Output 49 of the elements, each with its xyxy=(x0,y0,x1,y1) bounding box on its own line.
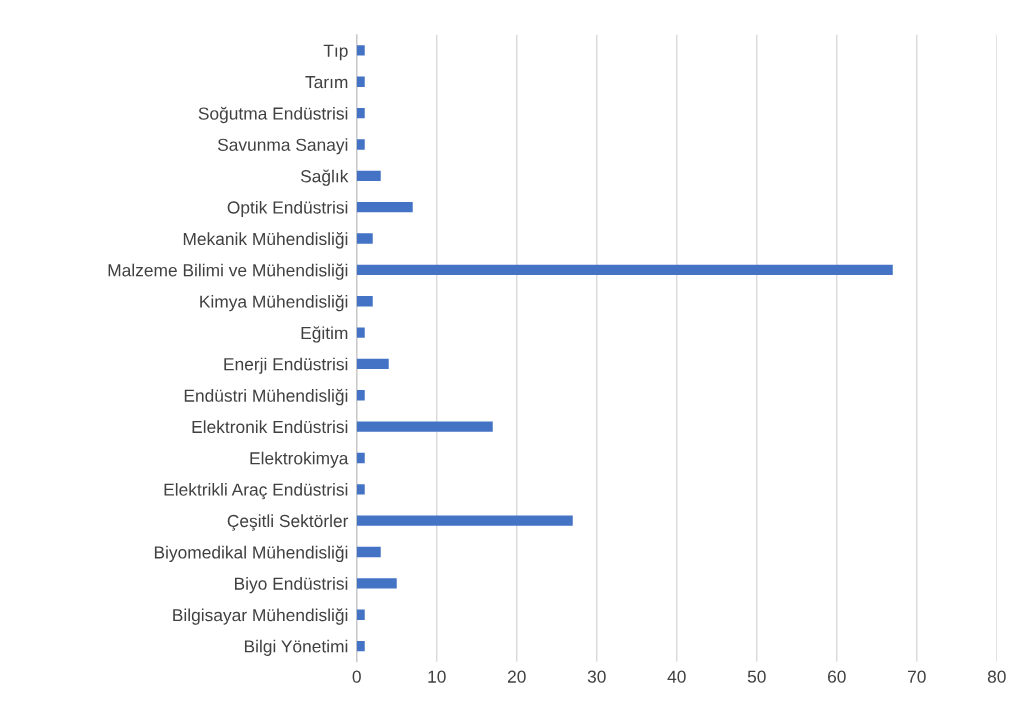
y-tick-label: Endüstri Mühendisliği xyxy=(184,388,348,406)
bar xyxy=(356,578,397,589)
bar xyxy=(356,640,365,652)
x-tick-label: 10 xyxy=(428,670,446,683)
y-tick-label: Soğutma Endüstrisi xyxy=(198,106,348,124)
x-tick-label: 60 xyxy=(827,670,846,683)
y-tick-label: Malzeme Bilimi ve Mühendisliği xyxy=(108,263,348,280)
y-tick-label: Biyo Endüstrisi xyxy=(235,577,348,594)
y-tick-label: Tarım xyxy=(305,76,348,89)
bar xyxy=(356,202,413,213)
y-tick-label: Elektrokimya xyxy=(250,451,349,468)
y-tick-label: Savunma Sanayi xyxy=(217,138,348,155)
x-tick-label: 0 xyxy=(352,670,361,683)
y-tick-label: Tıp xyxy=(323,44,348,61)
bar xyxy=(356,170,381,181)
x-tick-label: 30 xyxy=(587,670,606,683)
bar xyxy=(356,358,389,370)
bar xyxy=(356,421,493,432)
x-tick-label: 50 xyxy=(747,670,766,683)
bar xyxy=(356,233,373,244)
y-tick-label: Bilgi Yönetimi xyxy=(244,639,348,656)
bar xyxy=(356,390,365,401)
bar xyxy=(356,45,365,56)
bar xyxy=(356,484,365,495)
x-tick-label: 40 xyxy=(667,670,686,683)
bar xyxy=(356,107,365,119)
bar xyxy=(356,264,893,276)
y-tick-label: Elektrikli Araç Endüstrisi xyxy=(164,483,348,500)
y-tick-label: Kimya Mühendisliği xyxy=(200,294,348,312)
x-tick-label: 70 xyxy=(908,670,926,683)
bar xyxy=(356,546,381,558)
bar xyxy=(356,76,365,87)
x-tick-label: 20 xyxy=(507,670,526,683)
bar xyxy=(356,296,373,307)
bar xyxy=(356,515,573,526)
y-tick-label: Biyomedikal Mühendisliği xyxy=(154,545,348,563)
bar xyxy=(356,452,365,464)
y-tick-label: Eğitim xyxy=(301,326,348,343)
bar xyxy=(356,609,365,620)
y-tick-label: Çeşitli Sektörler xyxy=(227,514,349,531)
y-tick-label: Sağlık xyxy=(300,169,349,186)
y-tick-label: Enerji Endüstrisi xyxy=(224,357,348,374)
y-tick-label: Elektronik Endüstrisi xyxy=(192,420,348,434)
y-tick-label: Bilgisayar Mühendisliği xyxy=(173,608,348,625)
bar xyxy=(356,139,365,150)
x-tick-label: 80 xyxy=(987,670,1006,683)
y-tick-label: Mekanik Mühendisliği xyxy=(183,232,348,249)
bar xyxy=(356,327,365,338)
y-tick-label: Optik Endüstrisi xyxy=(227,200,348,218)
